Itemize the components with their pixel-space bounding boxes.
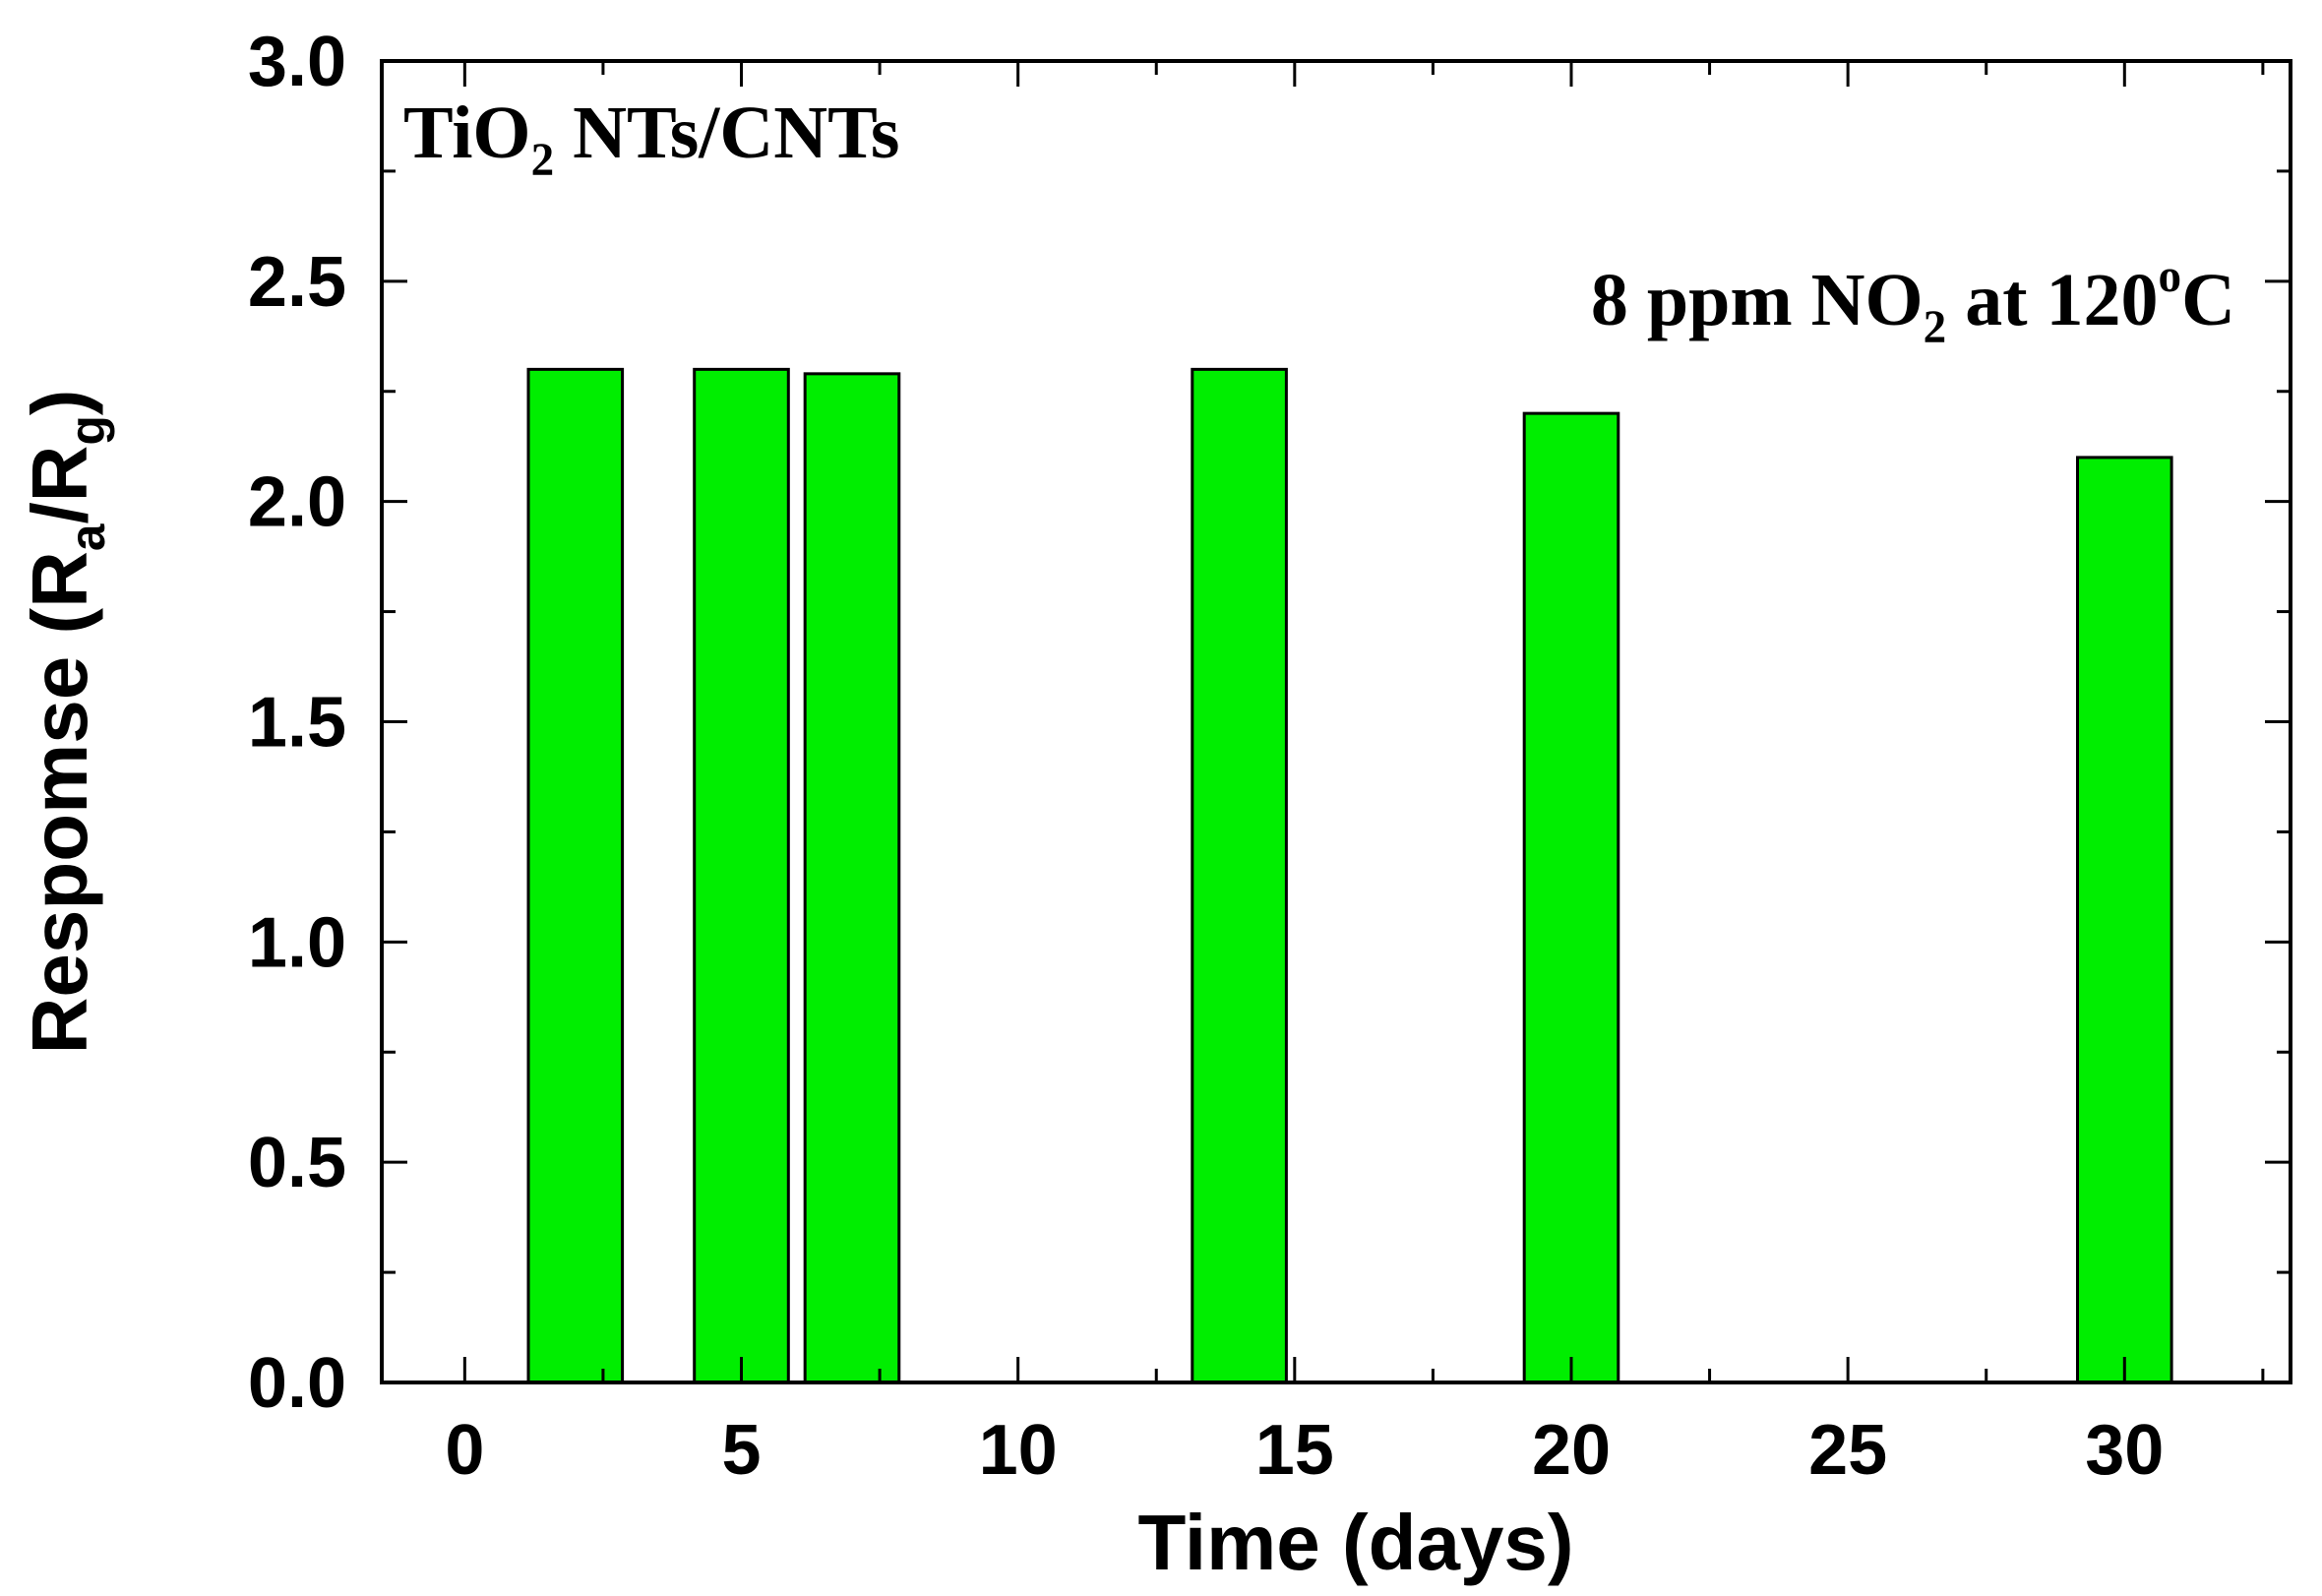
condition-annotation-mid: at 120 — [1946, 259, 2158, 341]
bar-day-2 — [526, 367, 625, 1384]
x-tick-label: 15 — [1255, 1411, 1334, 1490]
y-axis-title-sub-a: a — [60, 523, 115, 551]
y-tick-label: 1.0 — [248, 903, 346, 982]
sample-annotation: TiO2 NTs/CNTs — [403, 92, 899, 186]
bar-day-30 — [2076, 456, 2173, 1384]
y-tick-label: 2.0 — [248, 463, 346, 542]
y-tick-label: 3.0 — [248, 23, 346, 101]
bar-day-5 — [693, 367, 790, 1384]
condition-annotation-sup: o — [2159, 251, 2182, 302]
x-tick-label: 30 — [2085, 1411, 2164, 1490]
y-axis-title-end: ) — [16, 390, 103, 416]
y-axis-title-sub-g: g — [60, 415, 115, 445]
x-axis-title: Time (days) — [1137, 1499, 1573, 1586]
y-tick-label: 0.0 — [248, 1344, 346, 1423]
x-tick-label: 20 — [1532, 1411, 1611, 1490]
bars-group — [526, 367, 2173, 1384]
tick-labels-group: 0 5 10 15 20 25 30 0.0 0.5 1.0 1.5 2.0 2.5 3.0 — [248, 23, 2164, 1490]
y-axis-title: Respomse (Ra/Rg) — [16, 390, 115, 1055]
ticks-group — [382, 59, 2291, 1384]
condition-annotation-sub: 2 — [1924, 302, 1947, 353]
sample-annotation-sub: 2 — [531, 135, 555, 186]
y-axis-title-mid: /R — [16, 446, 103, 524]
condition-annotation-post: C — [2181, 259, 2235, 341]
y-tick-label: 0.5 — [248, 1124, 346, 1202]
condition-annotation-pre: 8 ppm NO — [1591, 259, 1924, 341]
sample-annotation-post: NTs/CNTs — [554, 92, 899, 174]
bar-day-14 — [1191, 367, 1288, 1384]
sample-annotation-pre: TiO — [403, 92, 531, 174]
x-tick-label: 25 — [1808, 1411, 1887, 1490]
y-tick-label: 1.5 — [248, 684, 346, 763]
x-tick-label: 10 — [979, 1411, 1058, 1490]
x-tick-label: 0 — [445, 1411, 484, 1490]
y-axis-title-main: Respomse (R — [16, 551, 103, 1054]
bar-day-20 — [1522, 411, 1620, 1384]
bar-day-7 — [803, 372, 901, 1384]
condition-annotation: 8 ppm NO2 at 120oC — [1591, 251, 2235, 353]
y-tick-label: 2.5 — [248, 243, 346, 322]
x-tick-label: 5 — [721, 1411, 761, 1490]
